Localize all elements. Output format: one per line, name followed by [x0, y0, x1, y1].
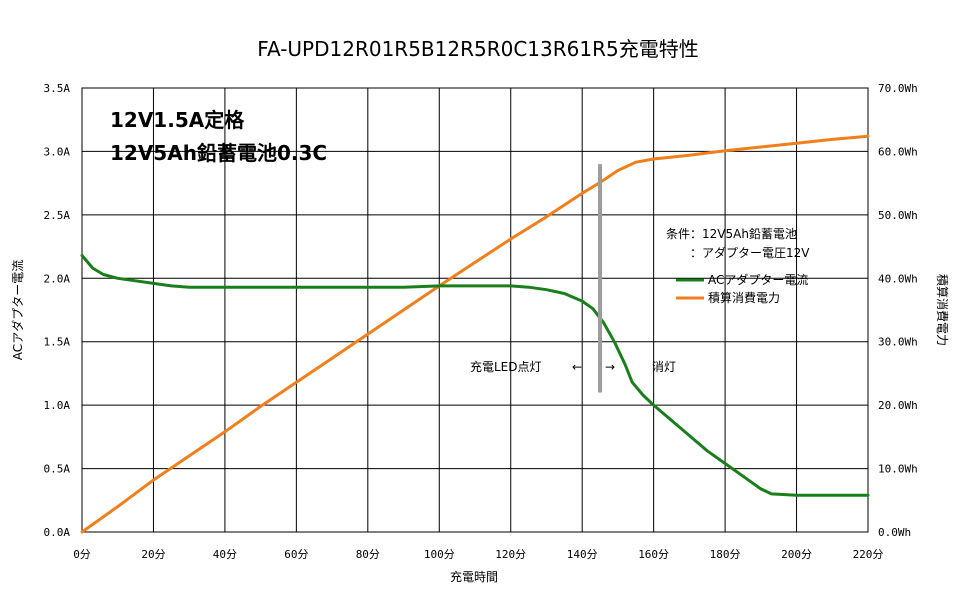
x-tick-label: 0分 [73, 548, 91, 561]
left-tick-label: 1.5A [44, 336, 71, 349]
x-tick-label: 220分 [853, 548, 884, 561]
energy-series-line [80, 134, 870, 534]
right-tick-label: 30.0Wh [878, 336, 918, 349]
left-tick-label: 1.0A [44, 399, 71, 412]
legend-label-current: ACアダプター電流 [708, 272, 808, 287]
series-layer [80, 134, 870, 534]
chart-title: FA-UPD12R01R5B12R5R0C13R61R5充電特性 [257, 37, 698, 61]
left-tick-label: 0.5A [44, 463, 71, 476]
current-series-line [80, 254, 870, 497]
left-axis-label: ACアダプター電流 [10, 260, 25, 360]
x-tick-label: 100分 [424, 548, 455, 561]
arrow-right-label: → [605, 360, 615, 374]
left-axis-ticks: 0.0A 0.5A 1.0A 1.5A 2.0A 2.5A 3.0A 3.5A [44, 82, 71, 539]
x-tick-label: 140分 [567, 548, 598, 561]
plot-frame [81, 87, 869, 533]
arrow-left-label: ← [572, 360, 582, 374]
x-tick-label: 200分 [781, 548, 812, 561]
left-tick-label: 0.0A [44, 526, 71, 539]
x-tick-label: 20分 [141, 548, 165, 561]
right-tick-label: 40.0Wh [878, 272, 918, 285]
left-tick-label: 3.5A [44, 82, 71, 95]
left-tick-label: 2.0A [44, 272, 71, 285]
x-axis-ticks: 0分 20分 40分 60分 80分 100分 120分 140分 160分 180分 200分 22… [73, 548, 883, 561]
conditions-line-1: 条件：12V5Ah鉛蓄電池 [666, 227, 797, 241]
right-tick-label: 10.0Wh [878, 463, 918, 476]
led-off-label: 消灯 [652, 360, 676, 374]
x-tick-label: 40分 [213, 548, 237, 561]
x-tick-label: 60分 [284, 548, 308, 561]
right-tick-label: 20.0Wh [878, 399, 918, 412]
right-tick-label: 0.0Wh [878, 526, 911, 539]
right-tick-label: 60.0Wh [878, 145, 918, 158]
x-tick-label: 180分 [710, 548, 741, 561]
right-tick-label: 50.0Wh [878, 209, 918, 222]
plot-grid [82, 88, 868, 532]
x-tick-label: 160分 [638, 548, 669, 561]
spec-battery-label: 12V5Ah鉛蓄電池0.3C [110, 141, 327, 165]
left-tick-label: 2.5A [44, 209, 71, 222]
legend-label-energy: 積算消費電力 [708, 290, 780, 305]
right-tick-label: 70.0Wh [878, 82, 918, 95]
conditions-line-2: ：アダプター電圧12V [690, 245, 810, 260]
right-axis-label: 積算消費電力 [935, 274, 950, 346]
spec-rating-label: 12V1.5A定格 [110, 108, 245, 132]
x-tick-label: 120分 [495, 548, 526, 561]
x-axis-label: 充電時間 [450, 569, 498, 584]
led-on-label: 充電LED点灯 [470, 359, 542, 374]
left-tick-label: 3.0A [44, 145, 71, 158]
x-tick-label: 80分 [356, 548, 380, 561]
right-axis-ticks: 0.0Wh 10.0Wh 20.0Wh 30.0Wh 40.0Wh 50.0Wh 60.0W… [878, 82, 918, 539]
